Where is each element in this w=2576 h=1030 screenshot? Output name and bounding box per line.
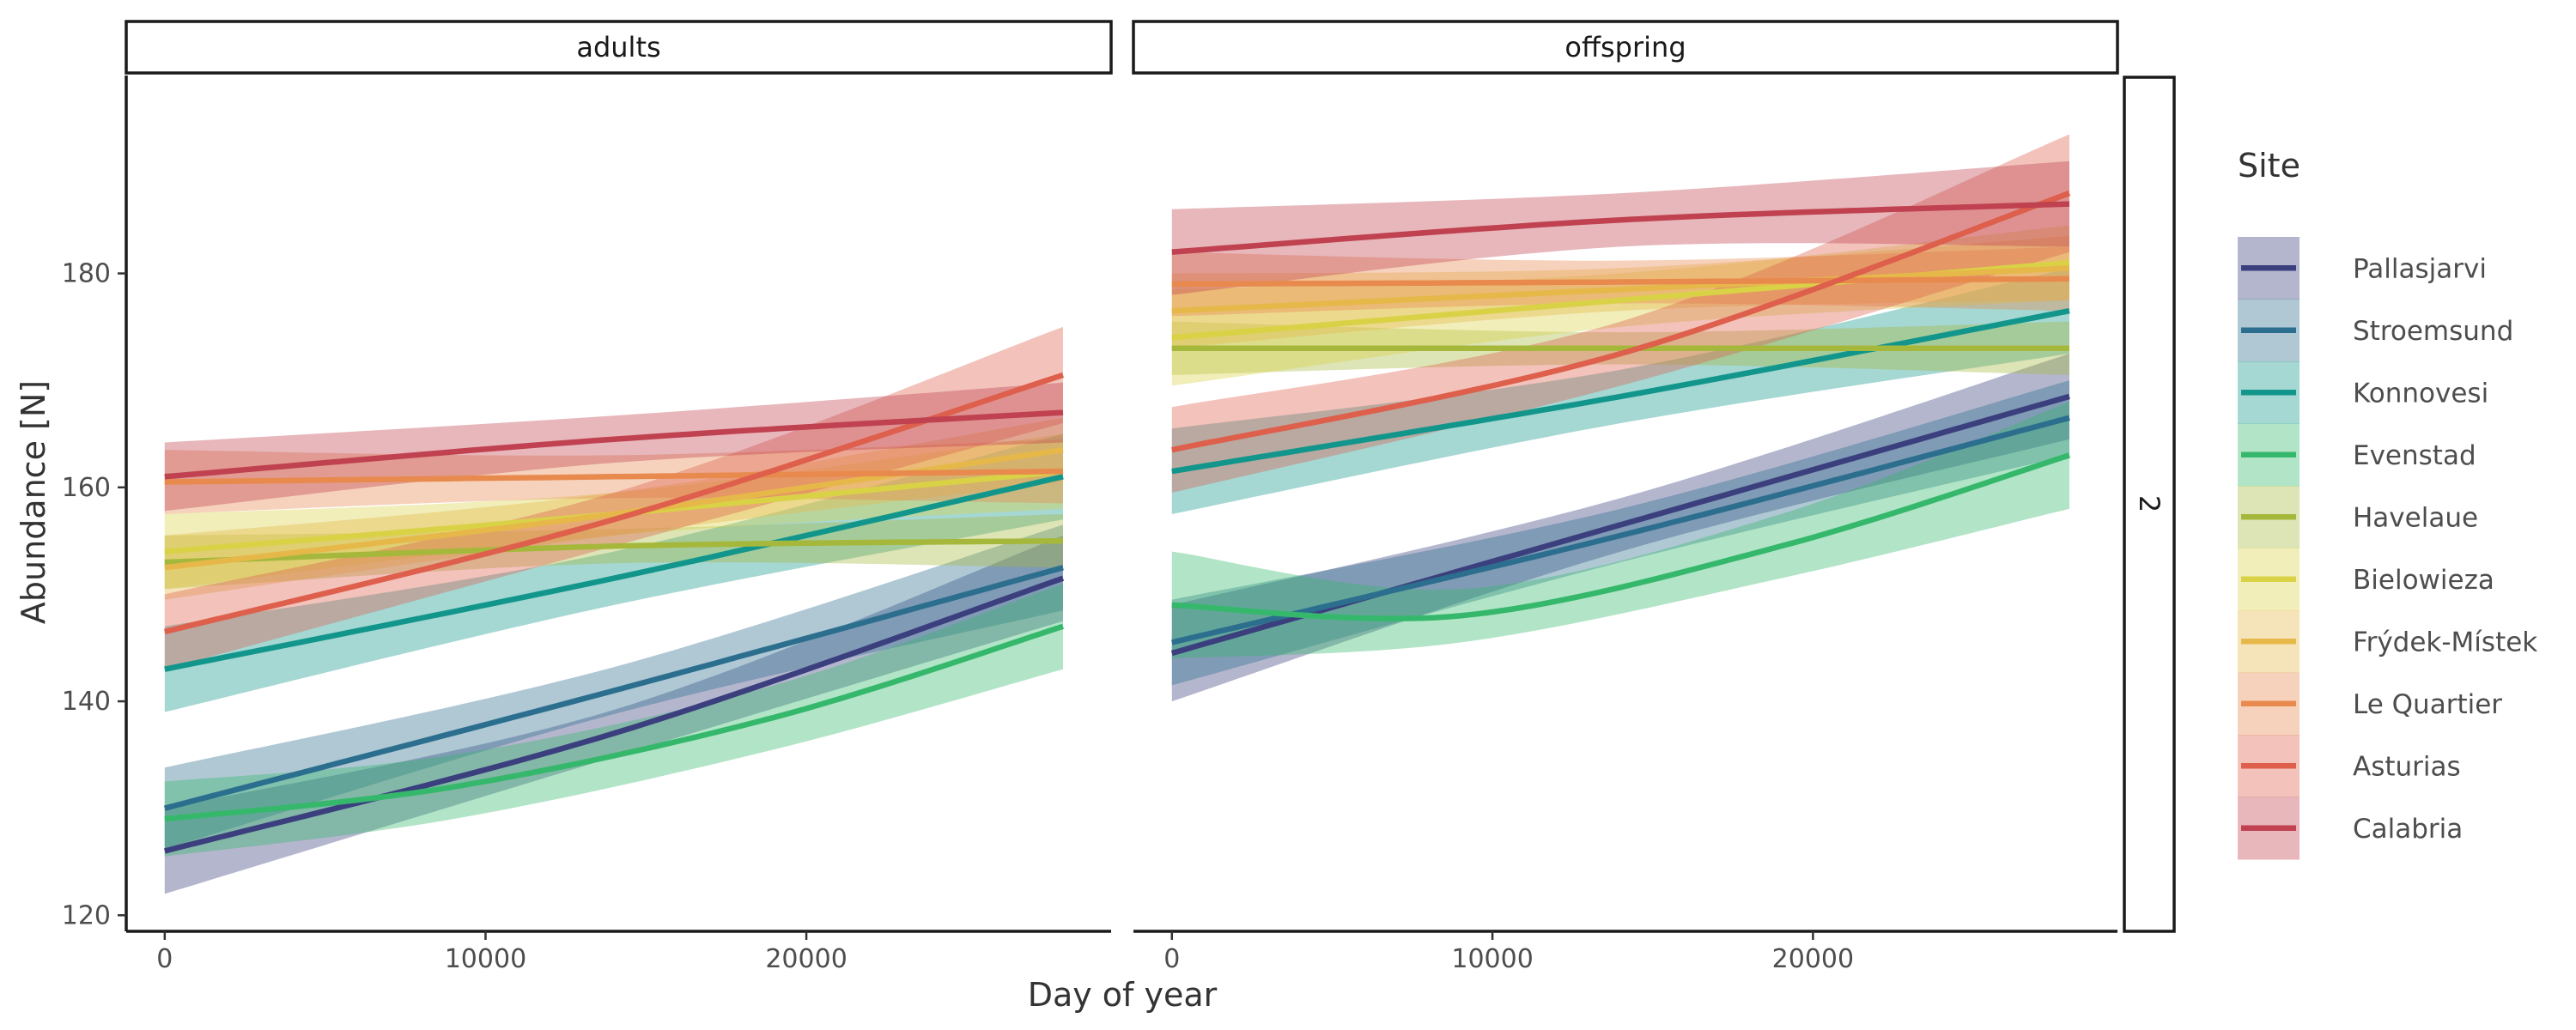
line-konnovesi (1171, 308, 2070, 475)
ribbon-asturias (1171, 134, 2069, 493)
legend-label: Havelaue (2353, 502, 2478, 533)
legend-label: Pallasjarvi (2353, 253, 2487, 284)
line-calabria (164, 409, 1064, 480)
facet-row-strip: 2 (2123, 76, 2176, 933)
x-tick-label: 0 (1163, 944, 1180, 974)
legend-item-pallasjarvi: Pallasjarvi (2238, 237, 2487, 300)
strip-adults (125, 20, 1113, 75)
legend-title: Site (2238, 147, 2300, 185)
x-tick-label: 0 (156, 944, 173, 974)
ribbon-calabria (1171, 161, 2069, 295)
legend-label: Evenstad (2353, 440, 2476, 471)
legend-item-konnovesi: Konnovesi (2238, 361, 2488, 424)
line-evenstad (164, 623, 1064, 822)
legend-label: Konnovesi (2353, 378, 2488, 409)
line-evenstad (1171, 452, 2070, 621)
line-asturias (1171, 191, 2071, 453)
ribbon-konnovesi (164, 433, 1063, 712)
legend-item-evenstad: Evenstad (2238, 423, 2476, 487)
ribbon-evenstad (1171, 402, 2069, 659)
panels-layer: adults 120 140 160 180 0 10000 20000 offspring 0 1… (62, 20, 2176, 974)
legend-item-stroemsund: Stroemsund (2238, 299, 2513, 362)
x-axis-title: Day of year (1028, 976, 1218, 1014)
line-le-quartier (1171, 276, 2070, 288)
legend-label: Stroemsund (2353, 316, 2513, 347)
panel-offspring: offspring 0 10000 20000 (1132, 20, 2119, 974)
line-havelaue (164, 537, 1064, 566)
ribbon-havelaue (164, 514, 1063, 590)
y-tick-label: 120 (62, 900, 111, 930)
legend-label: Bielowieza (2353, 565, 2494, 596)
legend-item-frydek-mistek: Frýdek-Místek (2238, 610, 2537, 673)
line-pallasjarvi (1170, 393, 2070, 657)
line-le-quartier (164, 468, 1064, 485)
series-lines (1170, 191, 2071, 657)
strip-label: offspring (1564, 31, 1686, 64)
legend-label: Le Quartier (2353, 689, 2502, 720)
strip-label: adults (576, 31, 660, 64)
line-konnovesi (164, 474, 1064, 672)
y-axis-title: Abundance [N] (15, 380, 52, 624)
line-asturias (164, 372, 1065, 635)
x-tick-label: 20000 (765, 944, 847, 974)
ribbon-evenstad (164, 584, 1063, 857)
legend-item-havelaue: Havelaue (2238, 486, 2478, 548)
line-frydek-mistek (164, 446, 1064, 571)
legend-item-asturias: Asturias (2238, 735, 2461, 797)
legend-item-bielowieza: Bielowieza (2238, 548, 2494, 611)
facet-row-label: 2 (2133, 495, 2166, 512)
line-pallasjarvi (163, 575, 1065, 854)
line-calabria (1171, 201, 2070, 255)
strip-offspring (1132, 20, 2119, 75)
line-frydek-mistek (1171, 265, 2070, 314)
ribbon-pallasjarvi (164, 535, 1063, 894)
legend-label: Frýdek-Místek (2353, 627, 2537, 657)
legend-item-calabria: Calabria (2238, 797, 2463, 860)
y-tick-label: 160 (62, 473, 111, 503)
legend-item-le-quartier: Le Quartier (2238, 672, 2502, 736)
legend: Site Pallasjarvi Stroemsund Konnovesi Evenst… (2238, 147, 2537, 860)
x-tick-label: 20000 (1772, 944, 1854, 974)
x-tick-label: 10000 (1451, 944, 1533, 974)
ribbon-stroemsund (164, 524, 1063, 849)
x-tick-label: 10000 (445, 944, 526, 974)
y-tick-label: 140 (62, 687, 111, 717)
y-tick-label: 180 (62, 259, 111, 289)
legend-label: Calabria (2353, 814, 2463, 845)
ribbon-asturias (164, 326, 1063, 670)
line-stroemsund (163, 565, 1064, 811)
series-lines (163, 372, 1065, 854)
legend-label: Asturias (2353, 751, 2461, 782)
ribbon-konnovesi (1171, 268, 2069, 514)
panel-adults: adults 120 140 160 180 0 10000 20000 (62, 20, 1113, 974)
